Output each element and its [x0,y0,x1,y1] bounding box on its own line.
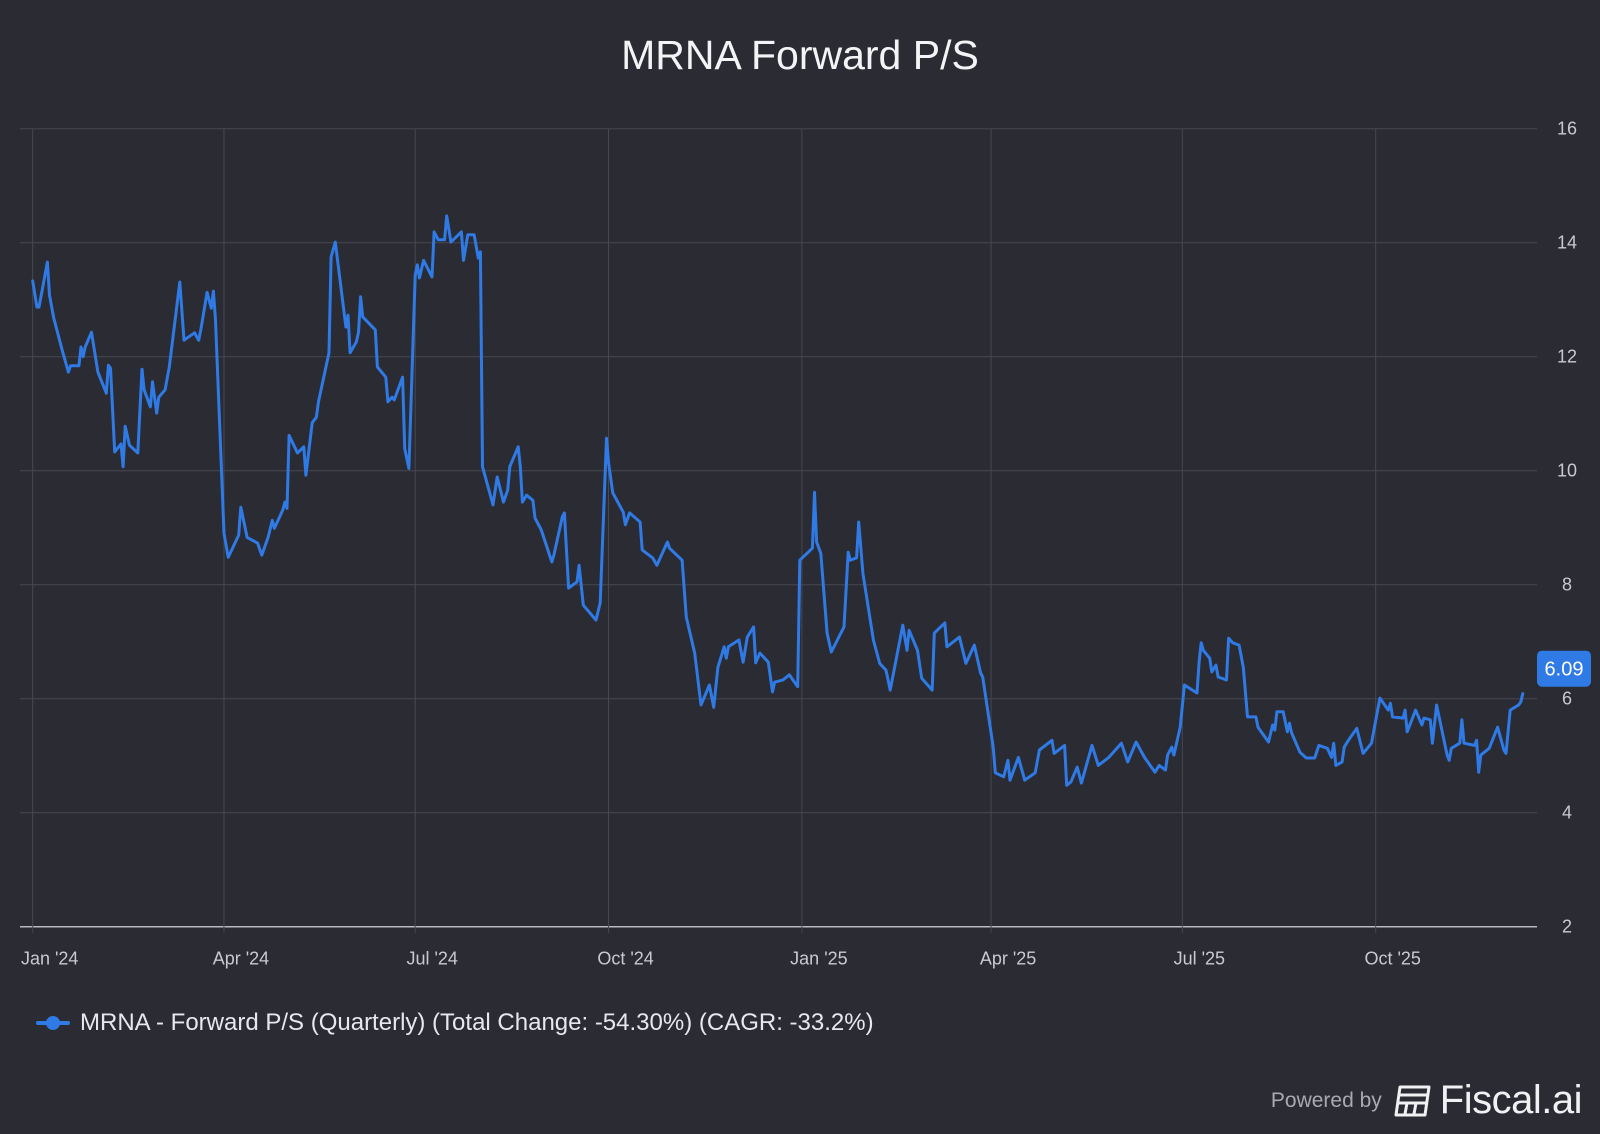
axis-ticks: 16 14 12 10 8 6 4 2 Jan '24 Apr '24 Jul '24 Oct '24… [21,119,1577,969]
y-tick-label: 6 [1562,689,1572,709]
grid-lines [20,128,1537,933]
fiscal-ai-logo-icon [1394,1085,1431,1116]
x-tick-label: Oct '24 [597,949,653,969]
x-tick-label: Jan '24 [21,949,78,969]
fiscal-ai-brand: Fiscal.ai [1439,1078,1583,1122]
last-value-badge-box [1537,650,1591,687]
y-tick-label: 12 [1557,347,1577,367]
last-value-label: 6.09 [1545,659,1584,681]
line-with-dot-icon [36,1013,70,1033]
x-tick-label: Jan '25 [790,949,847,969]
legend[interactable]: MRNA - Forward P/S (Quarterly) (Total Ch… [36,1009,874,1037]
y-tick-label: 4 [1562,803,1572,823]
chart-title: MRNA Forward P/S [621,32,979,78]
y-tick-label: 10 [1557,461,1577,481]
x-tick-label: Jul '24 [406,949,457,969]
series-layer [31,214,1525,787]
series-line[interactable] [31,214,1525,787]
last-value-badge: 6.09 [1537,650,1591,687]
y-tick-label: 8 [1562,575,1572,595]
x-tick-label: Apr '25 [980,949,1036,969]
x-tick-label: Apr '24 [213,949,269,969]
x-tick-label: Oct '25 [1364,949,1420,969]
powered-by-text: Powered by [1270,1088,1382,1112]
y-tick-label: 16 [1557,119,1577,139]
x-tick-label: Jul '25 [1174,949,1225,969]
powered-by[interactable]: Powered by Fiscal.ai [1270,1078,1583,1123]
legend-label: MRNA - Forward P/S (Quarterly) (Total Ch… [80,1009,874,1036]
y-tick-label: 2 [1562,917,1572,937]
y-tick-label: 14 [1557,233,1577,253]
